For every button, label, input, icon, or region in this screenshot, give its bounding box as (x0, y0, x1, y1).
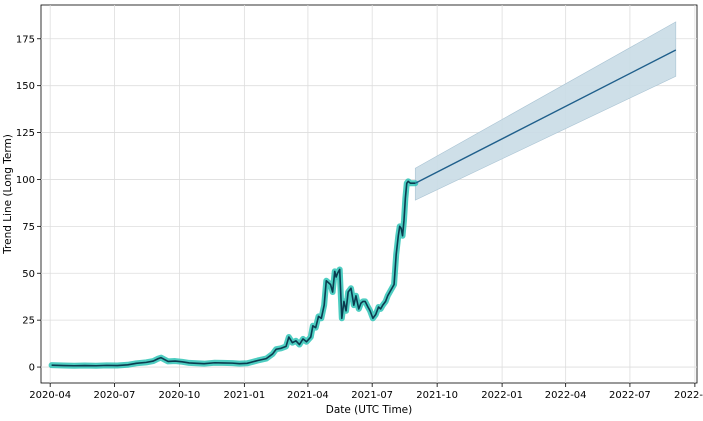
y-axis-label: Trend Line (Long Term) (2, 134, 14, 255)
y-axis-ticks: 0 25 50 75 100 125 150 175 (16, 34, 41, 374)
forecast-trend-line (414, 49, 677, 184)
x-tick-label: 2021-07 (351, 390, 393, 401)
historical-trend-line (51, 180, 416, 367)
y-tick-label: 125 (16, 128, 35, 139)
x-tick-label: 2021-10 (416, 390, 458, 401)
forecast-uncertainty-band (414, 21, 677, 201)
x-tick-label: 2020-07 (94, 390, 136, 401)
y-tick-label: 175 (16, 34, 35, 45)
x-axis-ticks: 2020-04 2020-07 2020-10 2021-01 2021-04 2021-… (29, 383, 703, 401)
trend-lines (51, 49, 677, 367)
y-tick-label: 25 (22, 316, 35, 327)
x-tick-label: 2020-10 (159, 390, 201, 401)
plot-area (40, 4, 698, 384)
x-tick-label: 2022-10 (674, 390, 703, 401)
y-tick-label: 0 (29, 363, 35, 374)
x-tick-label: 2022-07 (609, 390, 651, 401)
grid (41, 5, 697, 383)
x-axis-label: Date (UTC Time) (326, 404, 412, 416)
x-tick-label: 2022-01 (481, 390, 523, 401)
y-tick-label: 75 (22, 222, 35, 233)
y-tick-label: 100 (16, 175, 35, 186)
x-tick-label: 2020-04 (29, 390, 71, 401)
x-tick-label: 2022-04 (545, 390, 587, 401)
y-tick-label: 50 (22, 269, 35, 280)
x-tick-label: 2021-04 (287, 390, 329, 401)
x-tick-label: 2021-01 (223, 390, 265, 401)
y-tick-label: 150 (16, 81, 35, 92)
